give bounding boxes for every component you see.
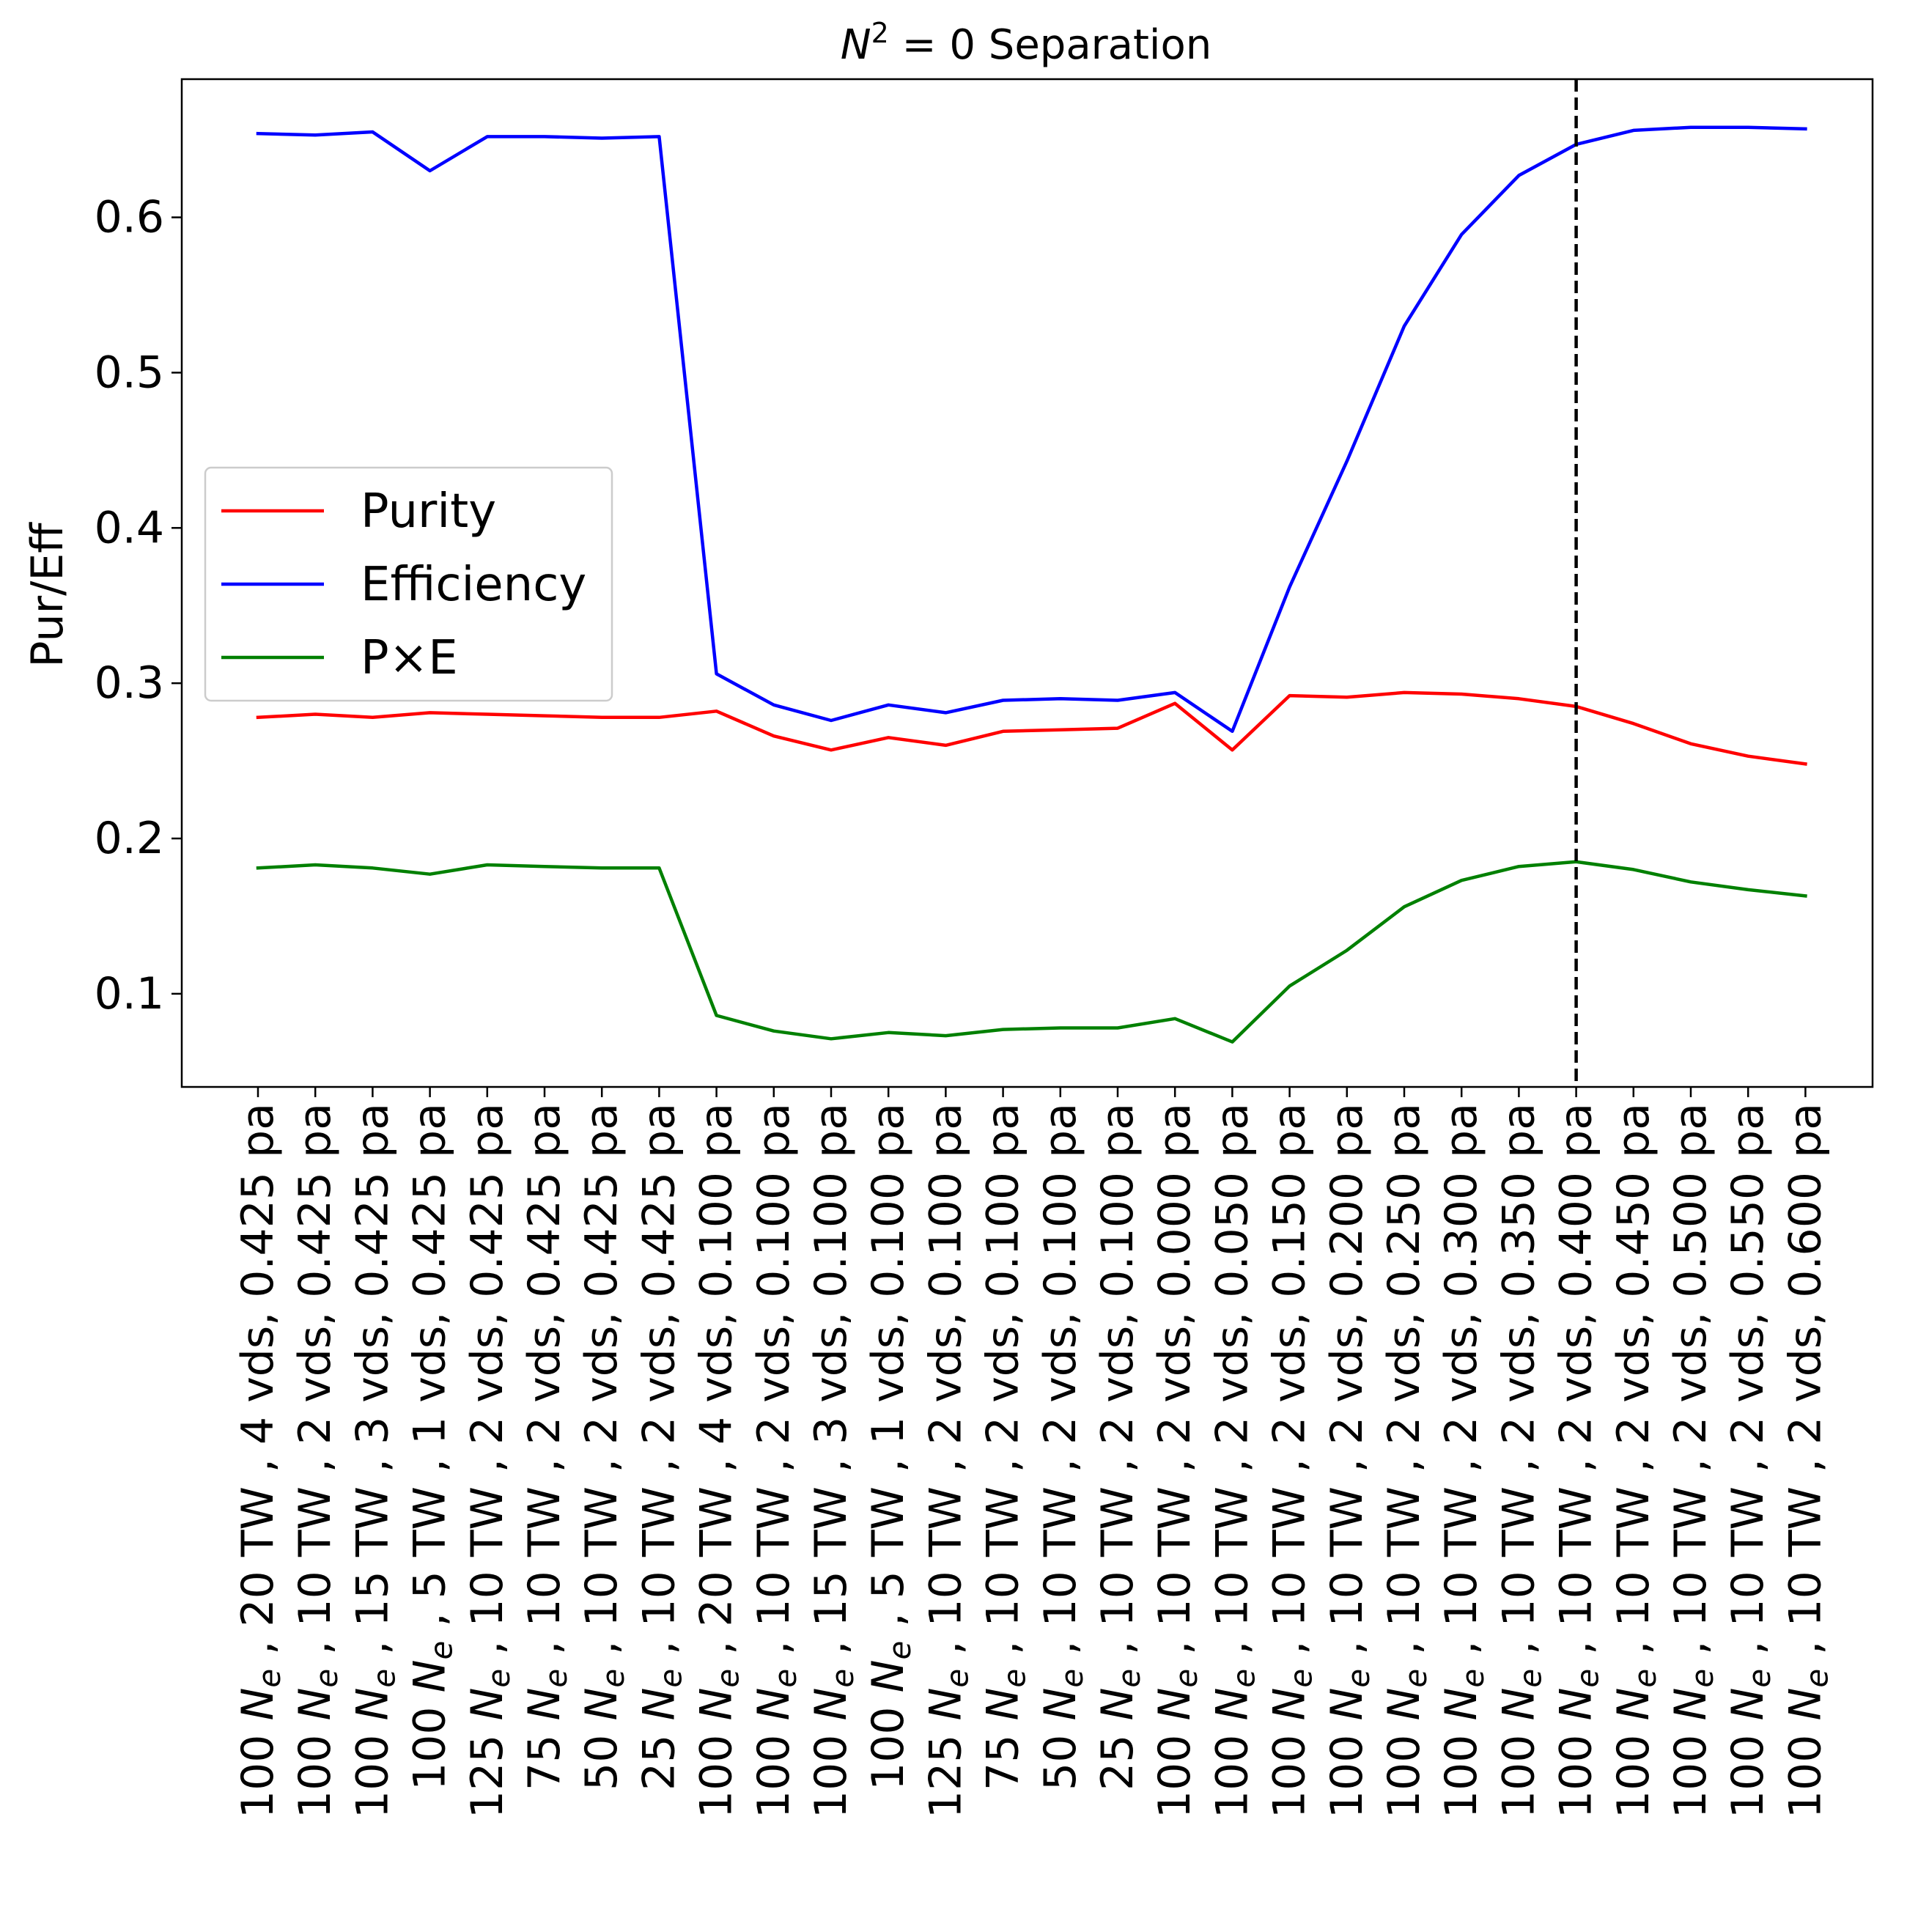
x-tick-label: 100 Ne , 10 TW , 2 vds, 0.550 pa <box>1722 1103 1777 1818</box>
svg-text:100 Ne , 20 TW , 4 vds, 0.100: 100 Ne , 20 TW , 4 vds, 0.100 pa <box>691 1103 746 1818</box>
y-tick-label: 0.1 <box>95 968 164 1020</box>
x-tick-label: 50 Ne , 10 TW , 2 vds, 0.425 pa <box>576 1103 631 1791</box>
svg-text:75 Ne , 10 TW , 2 vds, 0.100 p: 75 Ne , 10 TW , 2 vds, 0.100 pa <box>978 1103 1033 1791</box>
x-tick-label: 75 Ne , 10 TW , 2 vds, 0.100 pa <box>978 1103 1033 1791</box>
legend-label: Efficiency <box>361 558 586 612</box>
series-line-efficiency <box>256 125 1807 734</box>
x-tick-label: 100 Ne , 5 TW , 1 vds, 0.100 pa <box>863 1103 918 1791</box>
x-tick-label: 100 Ne , 10 TW , 2 vds, 0.250 pa <box>1379 1103 1434 1818</box>
legend-label: P×E <box>361 631 458 685</box>
x-axis-ticks <box>257 1087 1807 1097</box>
y-tick-label: 0.5 <box>95 347 164 398</box>
y-tick-label: 0.4 <box>95 502 164 553</box>
x-tick-label: 100 Ne , 10 TW , 2 vds, 0.050 pa <box>1206 1103 1261 1818</box>
svg-text:100 Ne , 10 TW , 2 vds, 0.000: 100 Ne , 10 TW , 2 vds, 0.000 pa <box>1149 1103 1204 1818</box>
svg-text:100 Ne , 15 TW , 3 vds, 0.100: 100 Ne , 15 TW , 3 vds, 0.100 pa <box>805 1103 860 1818</box>
svg-text:100 Ne , 10 TW , 2 vds, 0.400: 100 Ne , 10 TW , 2 vds, 0.400 pa <box>1551 1103 1606 1818</box>
svg-text:125 Ne , 10 TW , 2 vds, 0.100: 125 Ne , 10 TW , 2 vds, 0.100 pa <box>920 1103 975 1818</box>
svg-text:75 Ne , 10 TW , 2 vds, 0.425 p: 75 Ne , 10 TW , 2 vds, 0.425 pa <box>519 1103 574 1791</box>
svg-text:100 Ne , 10 TW , 2 vds, 0.425: 100 Ne , 10 TW , 2 vds, 0.425 pa <box>289 1103 344 1818</box>
y-tick-label: 0.6 <box>95 192 164 243</box>
x-tick-label: 100 Ne , 20 TW , 4 vds, 0.100 pa <box>691 1103 746 1818</box>
title-symbol: N <box>841 21 871 69</box>
x-tick-label: 100 Ne , 20 TW , 4 vds, 0.425 pa <box>232 1103 287 1818</box>
x-tick-label: 100 Ne , 10 TW , 2 vds, 0.600 pa <box>1779 1103 1834 1818</box>
legend-box <box>204 466 613 702</box>
series-line-p-e <box>256 860 1807 1044</box>
svg-text:25 Ne , 10 TW , 2 vds, 0.425 p: 25 Ne , 10 TW , 2 vds, 0.425 pa <box>633 1103 688 1791</box>
title-rest: = 0 Separation <box>889 21 1211 69</box>
plot-area-frame <box>180 78 1874 1088</box>
svg-text:25 Ne , 10 TW , 2 vds, 0.100 p: 25 Ne , 10 TW , 2 vds, 0.100 pa <box>1092 1103 1147 1791</box>
svg-text:100 Ne , 15 TW , 3 vds, 0.425: 100 Ne , 15 TW , 3 vds, 0.425 pa <box>347 1103 402 1818</box>
y-axis-ticks: 0.1 0.2 0.3 0.4 0.5 0.6 <box>95 192 182 1020</box>
svg-text:100 Ne , 10 TW , 2 vds, 0.550: 100 Ne , 10 TW , 2 vds, 0.550 pa <box>1722 1103 1777 1818</box>
y-tick-label: 0.3 <box>95 657 164 709</box>
x-tick-label: 100 Ne , 15 TW , 3 vds, 0.425 pa <box>347 1103 402 1818</box>
x-tick-label: 100 Ne , 10 TW , 2 vds, 0.450 pa <box>1608 1103 1663 1818</box>
x-tick-label: 100 Ne , 10 TW , 2 vds, 0.425 pa <box>289 1103 344 1818</box>
x-tick-label: 100 Ne , 15 TW , 3 vds, 0.100 pa <box>805 1103 860 1818</box>
x-tick-label: 100 Ne , 10 TW , 2 vds, 0.300 pa <box>1436 1103 1491 1818</box>
y-axis-label: Pur/Eff <box>22 522 73 668</box>
series-lines <box>256 125 1807 1044</box>
x-tick-label: 100 Ne , 10 TW , 2 vds, 0.000 pa <box>1149 1103 1204 1818</box>
x-tick-label: 50 Ne , 10 TW , 2 vds, 0.100 pa <box>1035 1103 1090 1791</box>
svg-text:100 Ne , 10 TW , 2 vds, 0.350: 100 Ne , 10 TW , 2 vds, 0.350 pa <box>1493 1103 1548 1818</box>
x-tick-label: 125 Ne , 10 TW , 2 vds, 0.100 pa <box>920 1103 975 1818</box>
svg-text:100 Ne , 5 TW , 1 vds, 0.100 p: 100 Ne , 5 TW , 1 vds, 0.100 pa <box>863 1103 918 1791</box>
svg-text:100 Ne , 10 TW , 2 vds, 0.200: 100 Ne , 10 TW , 2 vds, 0.200 pa <box>1321 1103 1376 1818</box>
title-exponent: 2 <box>871 17 889 49</box>
svg-text:125 Ne , 10 TW , 2 vds, 0.425: 125 Ne , 10 TW , 2 vds, 0.425 pa <box>462 1103 517 1818</box>
svg-text:100 Ne , 10 TW , 2 vds, 0.050: 100 Ne , 10 TW , 2 vds, 0.050 pa <box>1206 1103 1261 1818</box>
svg-text:100 Ne , 5 TW , 1 vds, 0.425 p: 100 Ne , 5 TW , 1 vds, 0.425 pa <box>405 1103 460 1791</box>
svg-text:100 Ne , 10 TW , 2 vds, 0.250: 100 Ne , 10 TW , 2 vds, 0.250 pa <box>1379 1103 1434 1818</box>
svg-text:100 Ne , 10 TW , 2 vds, 0.600: 100 Ne , 10 TW , 2 vds, 0.600 pa <box>1779 1103 1834 1818</box>
series-line-purity <box>256 690 1807 766</box>
legend: Purity Efficiency P×E <box>204 466 613 702</box>
svg-text:100 Ne , 10 TW , 2 vds, 0.300: 100 Ne , 10 TW , 2 vds, 0.300 pa <box>1436 1103 1491 1818</box>
svg-text:50 Ne , 10 TW , 2 vds, 0.425 p: 50 Ne , 10 TW , 2 vds, 0.425 pa <box>576 1103 631 1791</box>
x-tick-label: 75 Ne , 10 TW , 2 vds, 0.425 pa <box>519 1103 574 1791</box>
svg-text:100 Ne , 10 TW , 2 vds, 0.150: 100 Ne , 10 TW , 2 vds, 0.150 pa <box>1264 1103 1319 1818</box>
x-tick-label: 100 Ne , 5 TW , 1 vds, 0.425 pa <box>405 1103 460 1791</box>
chart-title: N2 = 0 Separation <box>841 17 1212 69</box>
x-tick-label: 100 Ne , 10 TW , 2 vds, 0.200 pa <box>1321 1103 1376 1818</box>
svg-text:100 Ne , 10 TW , 2 vds, 0.100: 100 Ne , 10 TW , 2 vds, 0.100 pa <box>748 1103 803 1818</box>
x-tick-label: 100 Ne , 10 TW , 2 vds, 0.500 pa <box>1665 1103 1720 1818</box>
legend-label: Purity <box>361 484 496 539</box>
x-tick-label: 25 Ne , 10 TW , 2 vds, 0.100 pa <box>1092 1103 1147 1791</box>
x-tick-label: 100 Ne , 10 TW , 2 vds, 0.150 pa <box>1264 1103 1319 1818</box>
svg-text:100 Ne , 20 TW , 4 vds, 0.425: 100 Ne , 20 TW , 4 vds, 0.425 pa <box>232 1103 287 1818</box>
x-tick-label: 125 Ne , 10 TW , 2 vds, 0.425 pa <box>462 1103 517 1818</box>
x-tick-label: 25 Ne , 10 TW , 2 vds, 0.425 pa <box>633 1103 688 1791</box>
svg-text:50 Ne , 10 TW , 2 vds, 0.100 p: 50 Ne , 10 TW , 2 vds, 0.100 pa <box>1035 1103 1090 1791</box>
x-tick-label: 100 Ne , 10 TW , 2 vds, 0.400 pa <box>1551 1103 1606 1818</box>
svg-text:100 Ne , 10 TW , 2 vds, 0.500: 100 Ne , 10 TW , 2 vds, 0.500 pa <box>1665 1103 1720 1818</box>
svg-text:100 Ne , 10 TW , 2 vds, 0.450: 100 Ne , 10 TW , 2 vds, 0.450 pa <box>1608 1103 1663 1818</box>
y-tick-label: 0.2 <box>95 813 164 864</box>
x-tick-label: 100 Ne , 10 TW , 2 vds, 0.100 pa <box>748 1103 803 1818</box>
x-tick-label: 100 Ne , 10 TW , 2 vds, 0.350 pa <box>1493 1103 1548 1818</box>
